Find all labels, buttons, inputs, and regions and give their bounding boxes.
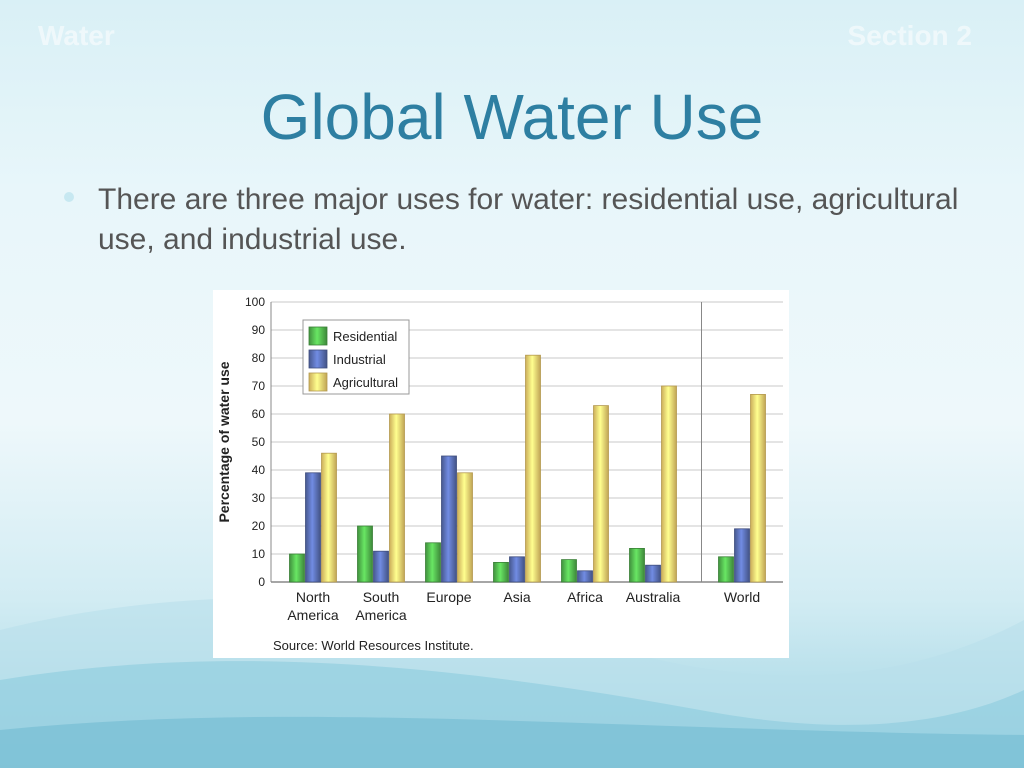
y-tick-label: 90 (252, 323, 266, 337)
bar-agricultural (661, 385, 677, 583)
water-use-chart: 0 10 20 30 40 50 60 70 80 90 100 Percentage of wate… (213, 290, 789, 658)
y-tick-label: 60 (252, 407, 266, 421)
legend-swatch-industrial (308, 349, 328, 369)
x-tick-label: America (287, 607, 339, 623)
bar-industrial (645, 564, 661, 583)
header-section-number: Section 2 (847, 20, 972, 51)
bullet-item: There are three major uses for water: re… (64, 180, 964, 260)
bullet-text: There are three major uses for water: re… (98, 183, 959, 256)
bar-residential (561, 559, 577, 583)
slide-title: Global Water Use (260, 81, 764, 153)
legend-swatch-residential (308, 326, 328, 346)
bar-residential (357, 525, 373, 583)
x-tick-label: Asia (503, 589, 530, 605)
y-tick-label: 20 (252, 519, 266, 533)
bar-industrial (373, 550, 389, 583)
y-tick-label: 10 (252, 547, 266, 561)
bar-agricultural (525, 354, 541, 583)
x-tick-label: Australia (626, 589, 681, 605)
bullet-dot-icon (64, 192, 74, 202)
chart-source: Source: World Resources Institute. (273, 638, 474, 653)
bar-agricultural (321, 452, 337, 583)
bar-residential (493, 561, 509, 583)
bar-residential (629, 547, 645, 583)
bar-residential (425, 542, 441, 583)
bar-industrial (577, 570, 593, 583)
x-tick-label: South (363, 589, 400, 605)
legend-label: Residential (333, 329, 397, 344)
y-tick-label: 50 (252, 435, 266, 449)
chart-svg: 0 10 20 30 40 50 60 70 80 90 100 Percentage of wate… (216, 295, 783, 623)
bar-industrial (734, 528, 750, 583)
x-tick-label: Africa (567, 589, 603, 605)
bar-agricultural (593, 405, 609, 583)
x-tick-label: America (355, 607, 407, 623)
bar-industrial (509, 556, 525, 583)
bar-industrial (305, 472, 321, 583)
header-section-name: Water (38, 20, 115, 51)
y-tick-label: 30 (252, 491, 266, 505)
bar-residential (289, 553, 305, 583)
bar-agricultural (750, 394, 766, 583)
x-tick-label: North (296, 589, 330, 605)
y-tick-label: 100 (245, 295, 265, 309)
y-tick-label: 0 (258, 575, 265, 589)
y-tick-label: 80 (252, 351, 266, 365)
bar-industrial (441, 455, 457, 583)
x-tick-label: World (724, 589, 760, 605)
x-tick-label: Europe (426, 589, 471, 605)
legend-swatch-agricultural (308, 372, 328, 392)
bar-agricultural (457, 472, 473, 583)
y-tick-label: 70 (252, 379, 266, 393)
y-axis-label: Percentage of water use (216, 361, 232, 522)
bar-agricultural (389, 413, 405, 583)
bar-residential (718, 556, 734, 583)
legend-label: Industrial (333, 352, 386, 367)
legend-label: Agricultural (333, 375, 398, 390)
y-tick-label: 40 (252, 463, 266, 477)
